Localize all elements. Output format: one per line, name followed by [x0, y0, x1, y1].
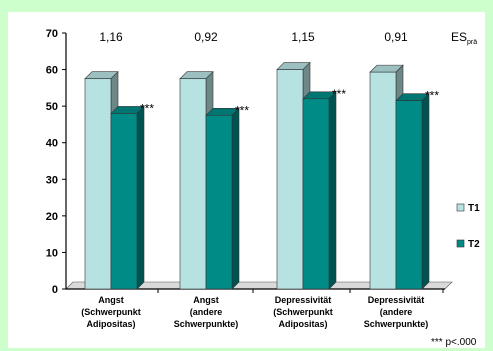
effect-size-value: 0,92 — [194, 30, 218, 44]
x-category-label: Angst — [193, 295, 219, 305]
bar-t2 — [110, 113, 138, 290]
bar-t2 — [302, 98, 330, 290]
x-category-label: Schwerpunkte) — [364, 319, 429, 329]
x-category-label: (andere — [190, 307, 223, 317]
significance-marker: *** — [140, 101, 154, 115]
bar-t2-side — [136, 105, 145, 290]
legend-swatch-t1 — [456, 203, 465, 212]
bar-t1 — [369, 71, 397, 290]
y-tick-label: 20 — [46, 211, 58, 223]
bar-t2-side — [328, 91, 337, 290]
bar-t1 — [276, 69, 304, 290]
effect-size-value: 1,16 — [99, 30, 123, 44]
bar-t2 — [205, 114, 233, 290]
y-tick-label: 40 — [46, 138, 58, 150]
x-category-label: Adipositas) — [86, 319, 135, 329]
effect-size-value: 0,91 — [384, 30, 408, 44]
y-tick-label: 60 — [46, 65, 58, 77]
x-category-label: Angst — [98, 295, 124, 305]
x-category-label: (Schwerpunkt — [273, 307, 333, 317]
y-tick-label: 50 — [46, 101, 58, 113]
significance-marker: *** — [425, 89, 439, 103]
significance-marker: *** — [235, 103, 249, 117]
x-category-label: Depressivität — [368, 295, 425, 305]
bar-t1 — [179, 78, 207, 290]
legend-label-t2: T2 — [468, 239, 480, 250]
footnote: *** p<.000 — [431, 337, 477, 348]
bar-t2-side — [421, 92, 430, 290]
x-category-label: (andere — [380, 307, 413, 317]
bar-t2-side — [231, 107, 240, 290]
x-category-label: Schwerpunkte) — [174, 319, 239, 329]
effect-size-header-sub: prä — [467, 39, 477, 46]
effect-size-value: 1,15 — [291, 30, 315, 44]
legend-swatch-t2 — [456, 239, 465, 248]
legend-label-t1: T1 — [468, 203, 480, 214]
x-category-label: (Schwerpunkt — [81, 307, 141, 317]
effect-size-header: ESprä — [451, 30, 477, 46]
significance-marker: *** — [332, 87, 346, 101]
y-tick-label: 70 — [46, 28, 58, 40]
bar-t2 — [395, 100, 423, 290]
x-category-label: Depressivität — [275, 295, 332, 305]
y-tick-label: 10 — [46, 247, 58, 259]
bar-t1 — [84, 78, 112, 290]
y-tick-label: 30 — [46, 174, 58, 186]
y-tick-label: 0 — [52, 284, 58, 296]
x-category-label: Adipositas) — [278, 319, 327, 329]
